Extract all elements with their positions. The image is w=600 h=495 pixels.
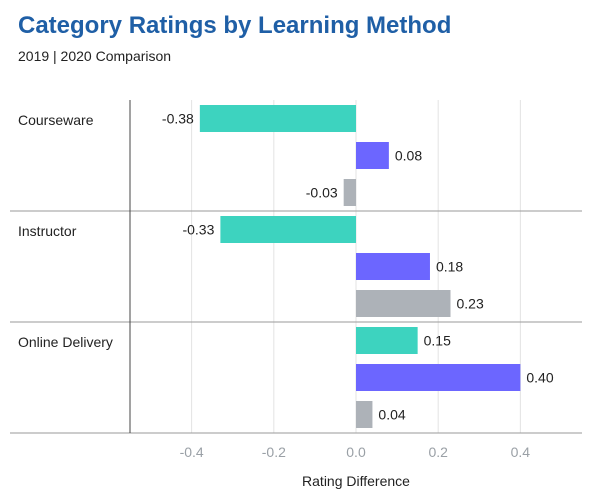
x-tick-label: 0.4 xyxy=(511,444,531,460)
bar xyxy=(356,401,373,428)
x-tick-label: 0.2 xyxy=(428,444,448,460)
value-label: -0.33 xyxy=(182,222,214,238)
bar xyxy=(199,105,356,132)
chart-subtitle: 2019 | 2020 Comparison xyxy=(18,48,172,64)
value-label: 0.40 xyxy=(526,370,553,386)
bar xyxy=(356,142,389,169)
x-tick-label: 0.0 xyxy=(346,444,366,460)
value-label: 0.04 xyxy=(378,407,405,423)
category-label: Online Delivery xyxy=(18,334,113,350)
category-label: Instructor xyxy=(18,223,77,239)
bar xyxy=(356,253,430,280)
x-axis-title: Rating Difference xyxy=(302,473,410,489)
value-label: -0.38 xyxy=(162,111,194,127)
x-tick-label: -0.4 xyxy=(180,444,204,460)
value-label: -0.03 xyxy=(306,185,338,201)
bar xyxy=(356,364,521,391)
value-label: 0.08 xyxy=(395,148,422,164)
value-label: 0.23 xyxy=(457,296,484,312)
value-label: 0.15 xyxy=(424,333,451,349)
category-label: Courseware xyxy=(18,112,94,128)
bar xyxy=(343,179,356,206)
x-tick-label: -0.2 xyxy=(262,444,286,460)
bar xyxy=(220,216,356,243)
value-label: 0.18 xyxy=(436,259,463,275)
chart-title: Category Ratings by Learning Method xyxy=(18,12,452,39)
bar xyxy=(356,290,451,317)
bar xyxy=(356,327,418,354)
